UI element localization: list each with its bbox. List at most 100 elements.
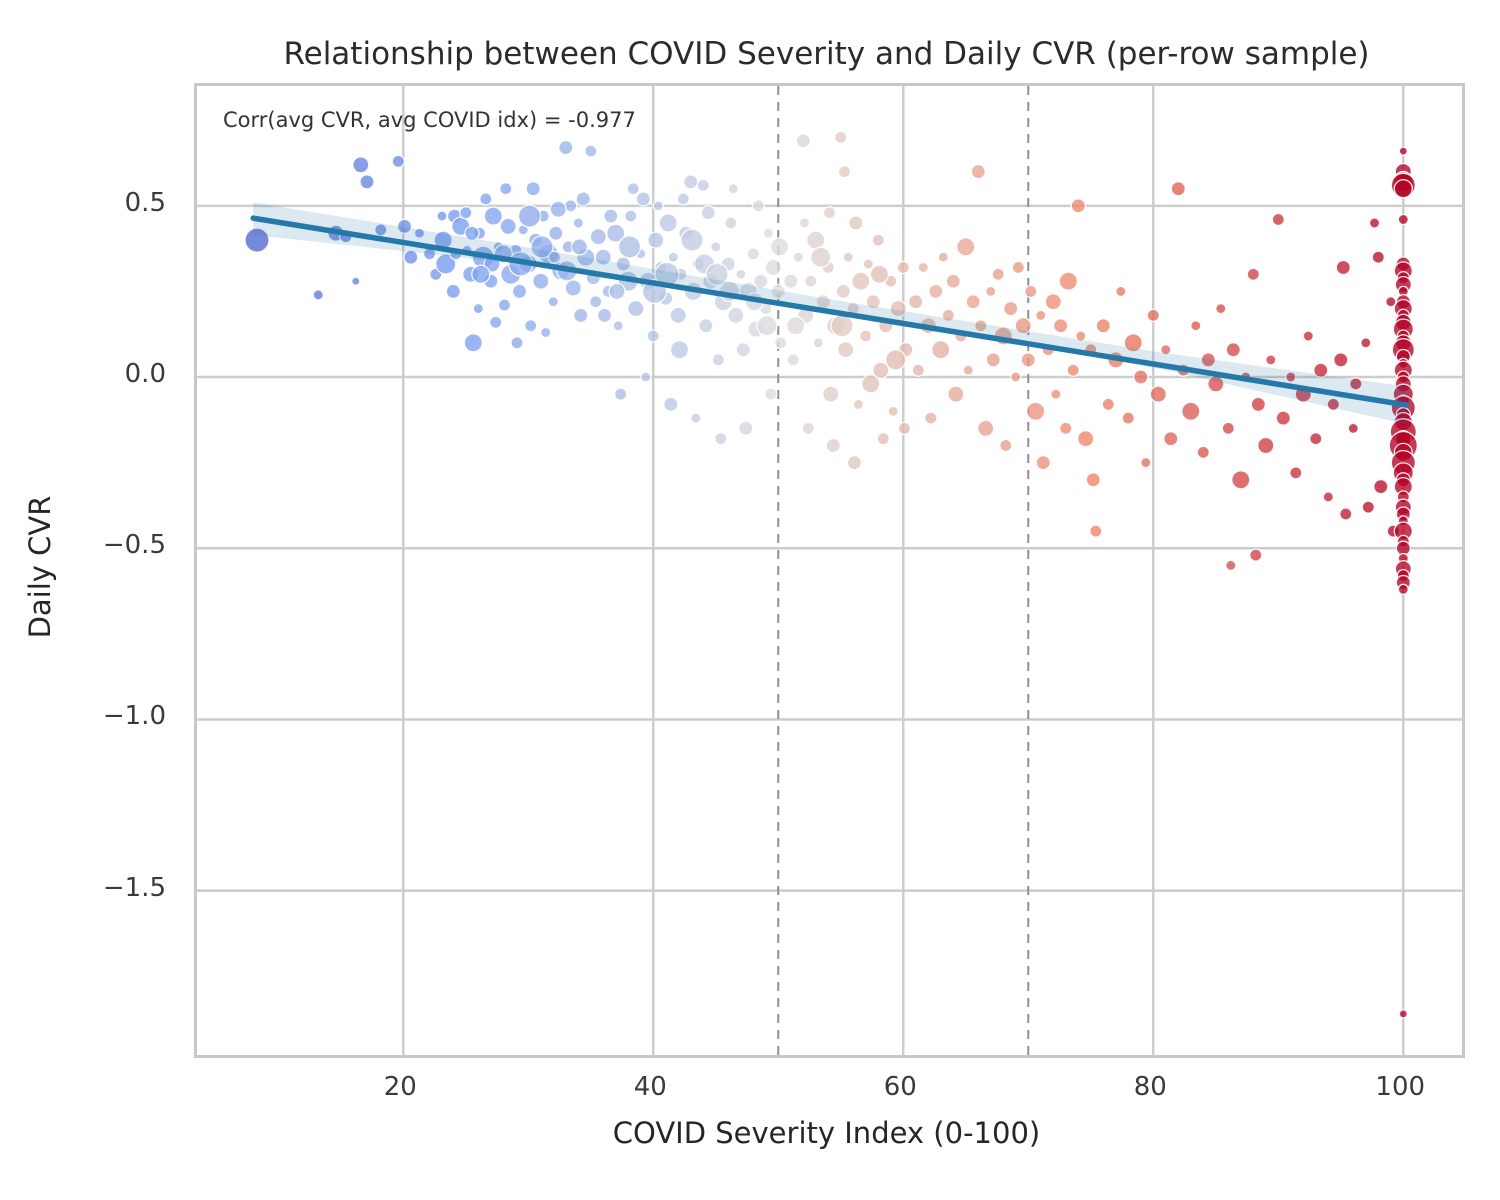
scatter-point (594, 248, 612, 266)
scatter-point (1035, 309, 1047, 322)
scatter-point (244, 227, 270, 253)
scatter-point (924, 411, 938, 425)
scatter-point (1313, 362, 1329, 378)
scatter-point (525, 181, 541, 197)
correlation-annotation: Corr(avg CVR, avg COVID idx) = -0.977 (223, 108, 636, 132)
scatter-point (746, 247, 760, 261)
scatter-point (1285, 371, 1297, 383)
scatter-point (928, 283, 944, 300)
scatter-point (804, 274, 818, 288)
scatter-point (1360, 337, 1372, 349)
scatter-point (1221, 421, 1235, 436)
scatter-point (517, 204, 542, 228)
scatter-point (1003, 300, 1019, 317)
scatter-point (792, 251, 804, 263)
scatter-point (871, 233, 885, 247)
scatter-point (1149, 385, 1167, 403)
y-tick-label: −0.5 (102, 530, 166, 561)
scatter-point (705, 262, 729, 286)
scatter-point (822, 206, 837, 220)
scatter-point (774, 336, 788, 350)
scatter-point (445, 283, 461, 300)
scatter-point (1196, 445, 1210, 460)
scatter-point (1349, 377, 1363, 391)
scatter-point (1050, 388, 1062, 400)
scatter-point (1398, 1009, 1408, 1019)
scatter-point (1133, 369, 1149, 385)
scatter-point (1397, 583, 1409, 595)
scatter-point (806, 230, 826, 250)
scatter-point (885, 349, 907, 371)
scatter-point (1059, 421, 1073, 436)
scatter-point (947, 385, 965, 403)
scatter-point (1231, 470, 1251, 490)
scatter-point (1077, 430, 1095, 448)
scatter-point (801, 421, 815, 436)
scatter-point (1393, 179, 1413, 199)
scatter-point (603, 208, 619, 224)
scatter-point (876, 432, 890, 446)
scatter-point (464, 225, 480, 241)
scatter-point (1249, 548, 1263, 562)
scatter-point (1011, 260, 1025, 275)
y-tick-label: 0.5 (124, 187, 166, 218)
scatter-point (727, 183, 739, 195)
scatter-point (917, 261, 929, 274)
scatter-point (1115, 285, 1127, 298)
scatter-point (783, 273, 799, 289)
scatter-point (1044, 293, 1062, 311)
scatter-point (862, 258, 874, 270)
scatter-point (711, 353, 725, 367)
scatter-point (663, 396, 679, 413)
scatter-point (1035, 454, 1051, 471)
scatter-point (352, 156, 370, 174)
x-tick-label: 60 (883, 1072, 917, 1102)
scatter-point (738, 420, 754, 437)
scatter-point (547, 296, 559, 308)
scatter-point (970, 163, 986, 180)
scatter-point (396, 218, 413, 235)
scatter-point (540, 326, 552, 339)
scatter-point (463, 333, 483, 353)
scatter-point (391, 154, 405, 168)
scatter-point (834, 130, 848, 145)
scatter-point (669, 306, 687, 325)
scatter-point (851, 271, 871, 291)
scatter-point (615, 256, 631, 272)
regression-line (250, 215, 1410, 408)
scatter-point (842, 251, 854, 263)
scatter-point (1225, 559, 1237, 572)
scatter-point (1020, 352, 1036, 368)
scatter-point (896, 260, 910, 275)
scatter-point (756, 315, 778, 337)
scatter-point (640, 371, 652, 383)
scatter-point (624, 209, 638, 223)
scatter-point (1010, 371, 1022, 383)
scatter-point (647, 231, 665, 249)
scatter-point (483, 206, 503, 226)
scatter-point (606, 223, 626, 243)
scatter-point (658, 213, 678, 233)
scatter-point (1089, 524, 1103, 538)
scatter-point (945, 273, 961, 289)
scatter-point (489, 315, 503, 329)
scatter-point (911, 363, 925, 377)
scatter-point (627, 299, 645, 318)
scatter-point (769, 237, 790, 257)
scatter-point (570, 238, 589, 256)
scatter-point (825, 437, 841, 454)
scatter-point (1368, 217, 1381, 229)
scatter-point (991, 267, 1005, 281)
scatter-point (1275, 410, 1291, 426)
scatter-point (572, 217, 584, 229)
scatter-point (835, 283, 851, 300)
scatter-point (646, 329, 660, 343)
scatter-point (848, 215, 864, 231)
scatter-point (532, 272, 550, 290)
scatter-point (837, 341, 855, 359)
scatter-point (549, 200, 567, 218)
scatter-point (312, 289, 324, 301)
scatter-point (1095, 318, 1111, 334)
scatter-point (524, 319, 538, 333)
